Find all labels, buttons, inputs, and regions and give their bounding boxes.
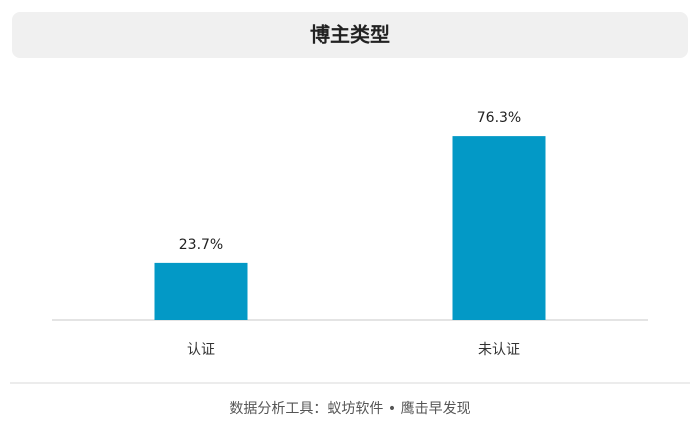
data-label: 76.3% [477, 110, 521, 126]
bar [154, 262, 248, 320]
x-tick-label: 未认证 [478, 342, 520, 358]
footer-text: 数据分析工具：蚁坊软件 • 鹰击早发现 [229, 401, 470, 417]
chart-title: 博主类型 [310, 23, 390, 47]
x-tick-label: 认证 [187, 342, 215, 358]
bar [452, 136, 546, 320]
data-label: 23.7% [179, 237, 223, 253]
title-box [12, 12, 688, 58]
